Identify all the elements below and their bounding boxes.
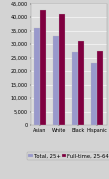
Bar [53, 36, 59, 125]
Bar [91, 63, 97, 125]
Bar [40, 10, 46, 125]
Bar [59, 14, 65, 125]
Bar [34, 28, 40, 125]
Bar [97, 51, 103, 125]
Bar [78, 42, 84, 125]
Legend: Total, 25+, Full-time, 25-64: Total, 25+, Full-time, 25-64 [27, 152, 109, 160]
Bar [72, 52, 78, 125]
